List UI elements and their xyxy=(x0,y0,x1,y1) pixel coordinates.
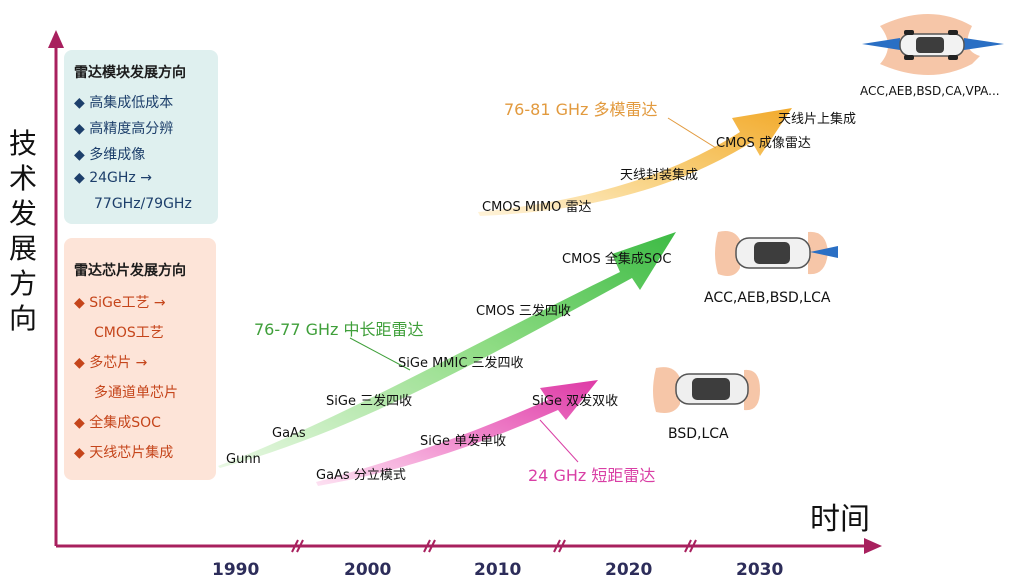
multimode-step: 天线片上集成 xyxy=(778,112,857,127)
short-range-title: 24 GHz 短距雷达 xyxy=(528,466,656,485)
chip-direction-panel: 雷达芯片发展方向 ◆ SiGe工艺 → CMOS工艺 ◆ 多芯片 → 多通道单芯… xyxy=(64,238,216,480)
car-middle-label: ACC,AEB,BSD,LCA xyxy=(704,290,831,306)
long-range-step: Gunn xyxy=(226,452,261,467)
short-range-callout xyxy=(539,419,579,463)
chip-item: ◆ SiGe工艺 → xyxy=(74,295,166,311)
car-top-icon xyxy=(862,14,1004,75)
long-range-step: SiGe 三发四收 xyxy=(326,394,413,409)
multimode-step: CMOS MIMO 雷达 xyxy=(482,200,592,215)
module-item: ◆ 高精度高分辨 xyxy=(74,121,174,137)
chip-item-continuation: 多通道单芯片 xyxy=(94,385,178,401)
module-item-continuation: 77GHz/79GHz xyxy=(94,196,192,212)
car-top-label: ACC,AEB,BSD,CA,VPA... xyxy=(860,84,1000,98)
short-range-arrow xyxy=(316,380,598,486)
module-panel-title: 雷达模块发展方向 xyxy=(74,65,186,81)
car-bottom-icon xyxy=(653,367,760,413)
chip-item: ◆ 多芯片 → xyxy=(74,355,148,371)
year-label: 2000 xyxy=(344,560,392,580)
year-label: 2020 xyxy=(605,560,653,580)
chip-item: ◆ 全集成SOC xyxy=(74,415,161,431)
multimode-callout xyxy=(667,117,717,149)
x-axis-label: 时间 xyxy=(810,502,870,537)
module-item: ◆ 24GHz → xyxy=(74,170,152,186)
module-item: ◆ 多维成像 xyxy=(74,147,146,163)
short-range-step: GaAs 分立模式 xyxy=(316,468,406,483)
car-bottom-label: BSD,LCA xyxy=(668,426,729,442)
y-axis xyxy=(48,30,64,546)
short-range-step: SiGe 双发双收 xyxy=(532,394,619,409)
long-range-step: CMOS 全集成SOC xyxy=(562,252,672,267)
axis-breaks xyxy=(291,539,697,553)
x-axis xyxy=(56,538,882,554)
multimode-step: 天线封装集成 xyxy=(620,168,699,183)
year-label: 2030 xyxy=(736,560,784,580)
chip-item-continuation: CMOS工艺 xyxy=(94,325,164,341)
y-axis-label: 技术发展方向 xyxy=(8,127,37,335)
car-middle-icon xyxy=(715,231,838,276)
long-range-callout xyxy=(349,337,411,371)
year-label: 1990 xyxy=(212,560,260,580)
long-range-title: 76-77 GHz 中长距雷达 xyxy=(254,320,424,339)
year-label: 2010 xyxy=(474,560,522,580)
short-range-step: SiGe 单发单收 xyxy=(420,434,507,449)
long-range-step: CMOS 三发四收 xyxy=(476,304,571,319)
multimode-title: 76-81 GHz 多模雷达 xyxy=(504,100,658,119)
long-range-step: SiGe MMIC 三发四收 xyxy=(398,356,524,371)
chip-item: ◆ 天线芯片集成 xyxy=(74,445,174,461)
long-range-arrow xyxy=(218,232,676,468)
module-direction-panel: 雷达模块发展方向 ◆ 高集成低成本 ◆ 高精度高分辨 ◆ 多维成像 ◆ 24GH… xyxy=(64,50,218,224)
multimode-step: CMOS 成像雷达 xyxy=(716,136,811,151)
long-range-step: GaAs xyxy=(272,426,306,441)
multimode-arrow xyxy=(478,108,792,216)
chip-panel-title: 雷达芯片发展方向 xyxy=(74,263,186,279)
module-item: ◆ 高集成低成本 xyxy=(74,95,174,111)
